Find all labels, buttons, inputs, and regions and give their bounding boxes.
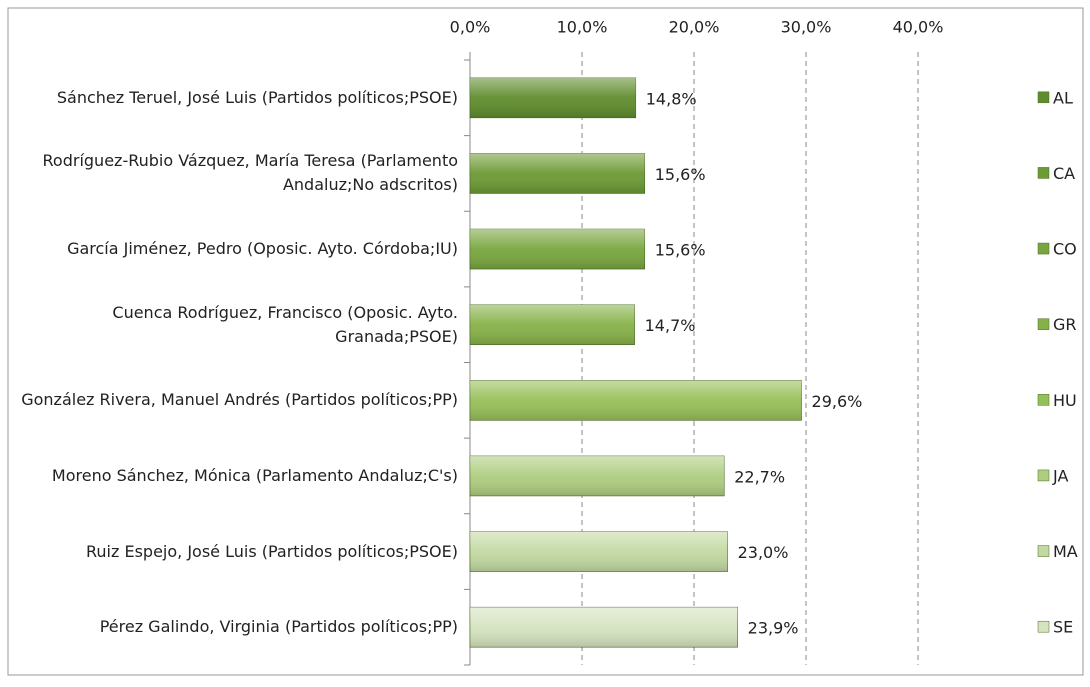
category-label-text: Moreno Sánchez, Mónica (Parlamento Andal… [51, 465, 458, 485]
legend-swatch [1037, 545, 1050, 557]
category-label-text: Cuenca Rodríguez, Francisco (Oposic. Ayt… [112, 302, 458, 346]
bar-shine [470, 455, 725, 496]
legend-swatch [1037, 91, 1050, 104]
bar-shine [470, 153, 645, 194]
value-label: 29,6% [812, 392, 863, 411]
bar-shine [470, 229, 645, 270]
category-label: Pérez Galindo, Virginia (Partidos políti… [99, 617, 458, 637]
category-label: Sánchez Teruel, José Luis (Partidos polí… [56, 87, 458, 107]
legend-swatch [1037, 167, 1050, 179]
legend-swatch [1037, 242, 1050, 255]
x-tick-label: 0,0% [450, 18, 491, 37]
legend-label: SE [1053, 618, 1073, 637]
value-label: 15,6% [655, 241, 706, 260]
x-tick-label: 20,0% [669, 18, 720, 37]
legend-label: CA [1053, 164, 1075, 183]
legend-swatch [1037, 620, 1050, 633]
category-label: González Rivera, Manuel Andrés (Partidos… [21, 390, 458, 410]
legend-swatch [1037, 469, 1050, 482]
value-label: 14,7% [645, 316, 696, 335]
legend-label: AL [1053, 88, 1073, 107]
value-label: 22,7% [734, 467, 785, 486]
legend-label: JA [1052, 466, 1068, 485]
x-tick-label: 30,0% [781, 18, 832, 37]
value-label: 23,0% [738, 543, 789, 562]
bar-shine [470, 77, 636, 118]
legend-swatch [1037, 394, 1050, 406]
category-label-text: Ruiz Espejo, José Luis (Partidos polític… [86, 541, 458, 561]
legend-label: MA [1053, 542, 1078, 561]
category-label: García Jiménez, Pedro (Oposic. Ayto. Cór… [67, 239, 458, 259]
category-label: Moreno Sánchez, Mónica (Parlamento Andal… [51, 465, 458, 485]
x-tick-label: 10,0% [557, 18, 608, 37]
category-label: Cuenca Rodríguez, Francisco (Oposic. Ayt… [112, 302, 458, 346]
x-tick-label: 40,0% [893, 18, 944, 37]
legend-label: GR [1053, 315, 1077, 334]
value-label: 23,9% [748, 619, 799, 638]
bar-shine [470, 380, 802, 421]
legend-swatch [1037, 318, 1050, 330]
bar-shine [470, 304, 635, 345]
bar-shine [470, 607, 738, 648]
category-label: Ruiz Espejo, José Luis (Partidos polític… [86, 541, 458, 561]
value-label: 15,6% [655, 165, 706, 184]
legend-label: CO [1053, 240, 1077, 259]
category-label-text: González Rivera, Manuel Andrés (Partidos… [21, 390, 458, 410]
category-label: Rodríguez-Rubio Vázquez, María Teresa (P… [42, 151, 458, 195]
chart-frame [7, 7, 1084, 676]
category-label-text: Pérez Galindo, Virginia (Partidos políti… [99, 617, 458, 637]
category-label-text: Sánchez Teruel, José Luis (Partidos polí… [56, 87, 458, 107]
category-label-text: Rodríguez-Rubio Vázquez, María Teresa (P… [42, 151, 458, 195]
value-label: 14,8% [646, 89, 697, 108]
legend-label: HU [1053, 391, 1077, 410]
bar-shine [470, 531, 728, 572]
category-label-text: García Jiménez, Pedro (Oposic. Ayto. Cór… [67, 239, 458, 259]
